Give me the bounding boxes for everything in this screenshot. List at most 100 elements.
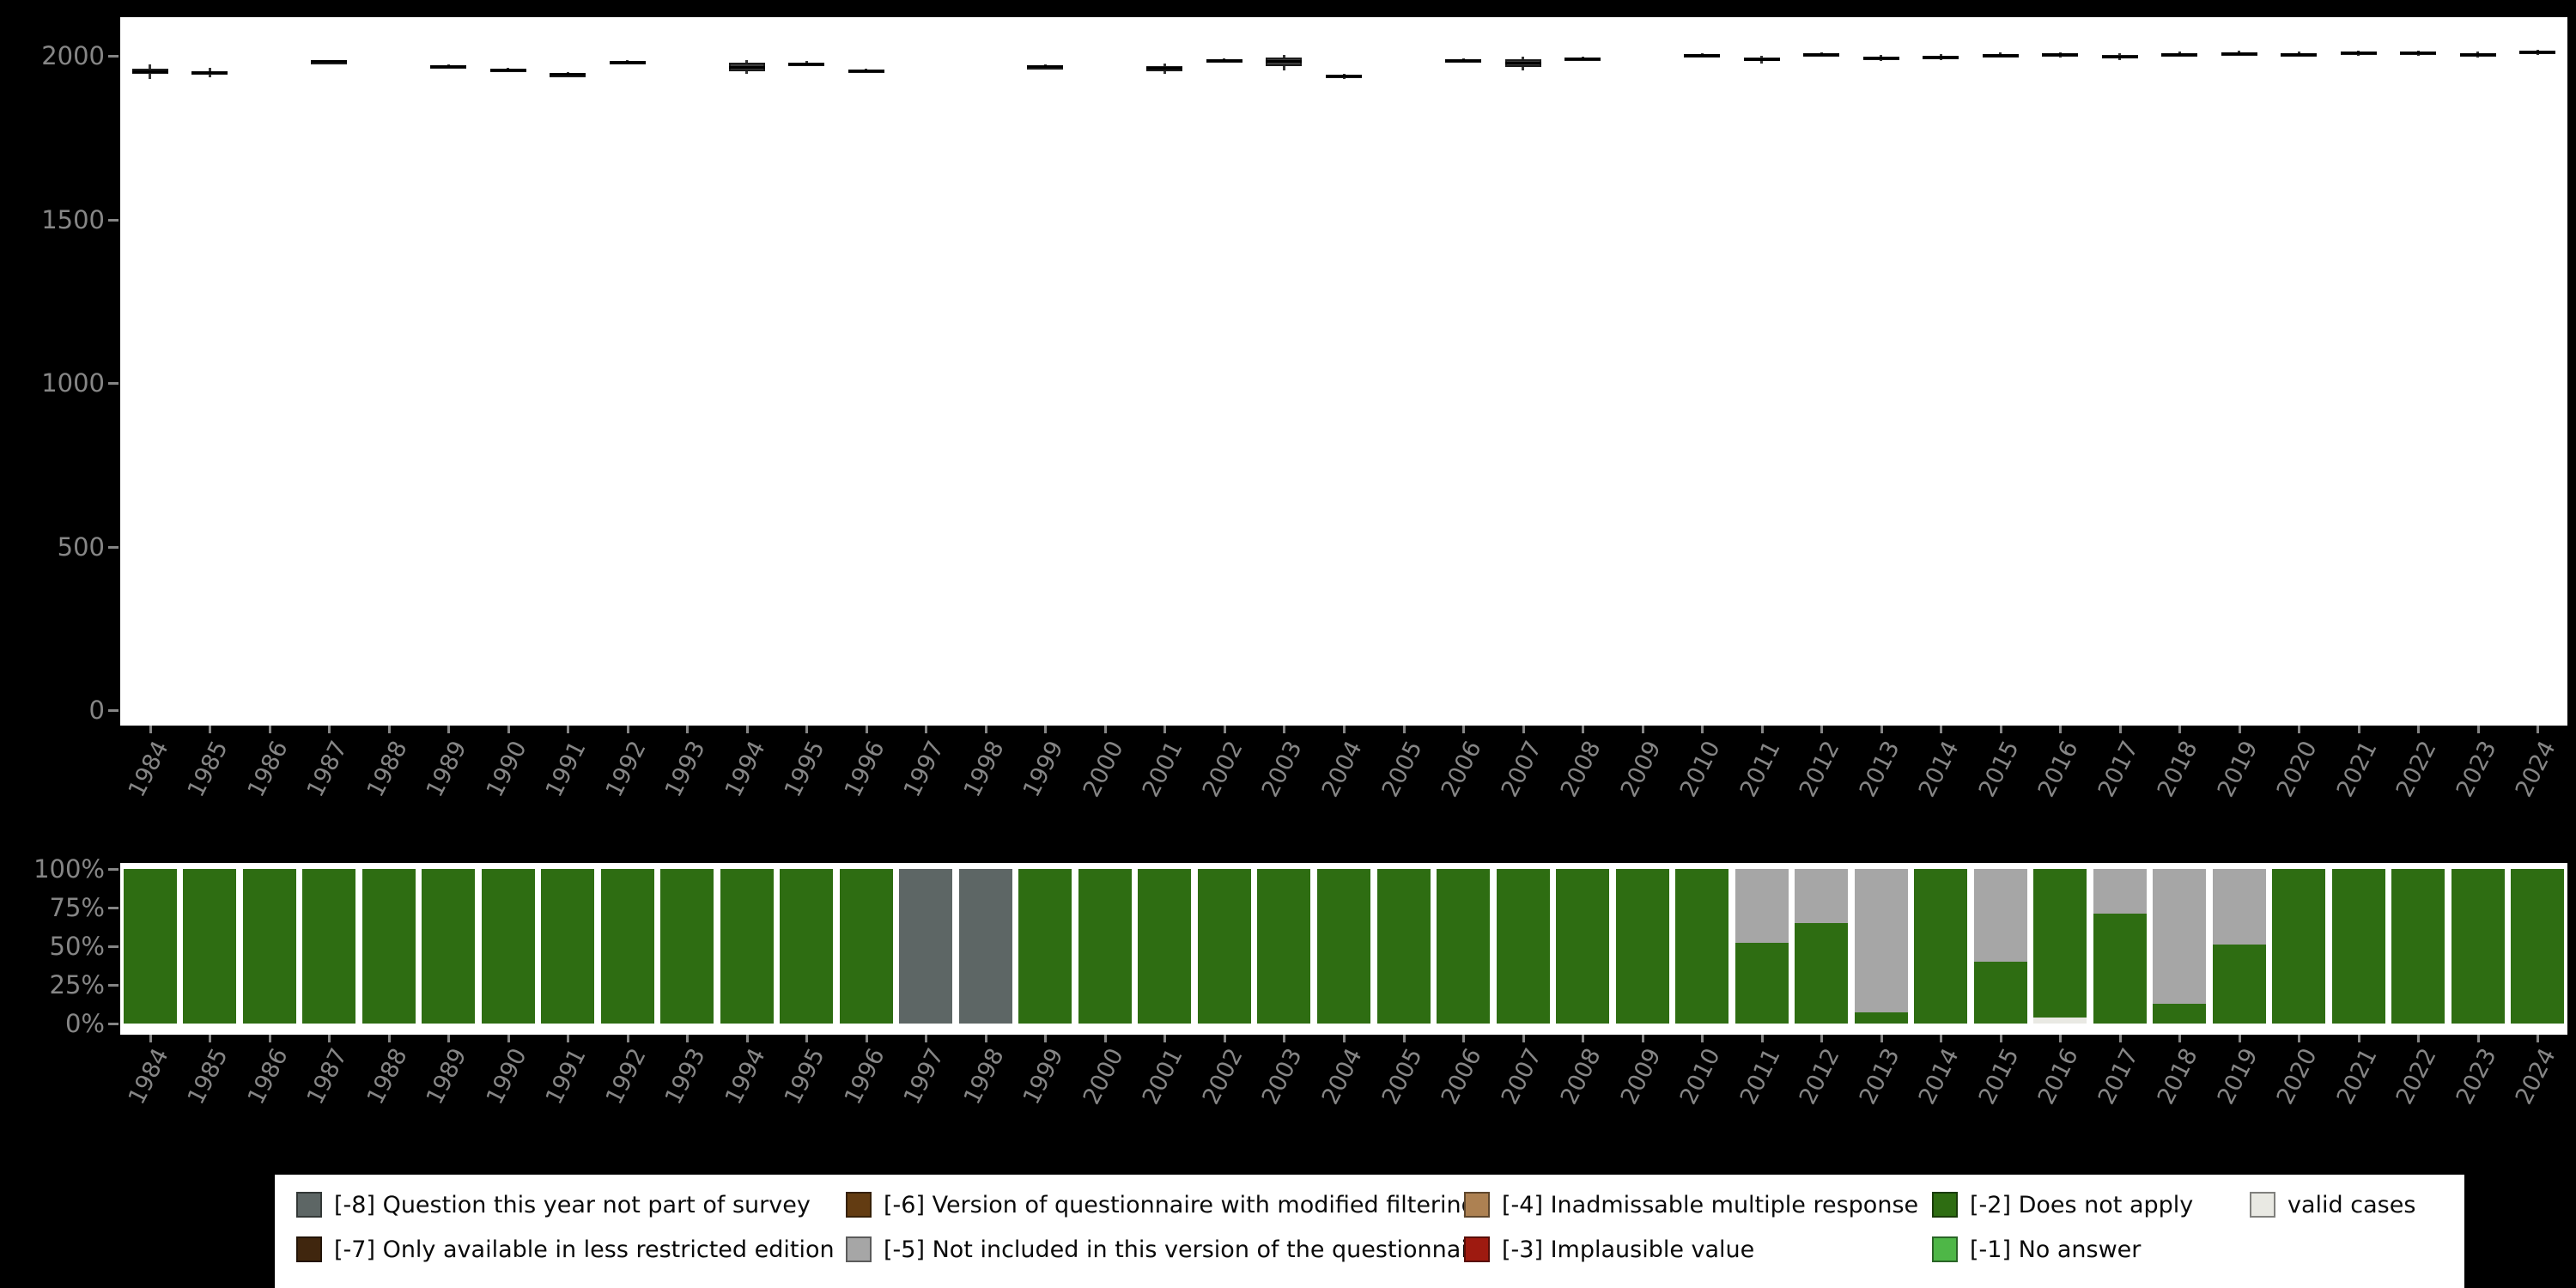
x-axis-tick	[984, 1035, 987, 1042]
x-axis-year-label: 1998	[958, 737, 1010, 802]
x-axis-year-label: 1997	[899, 737, 951, 802]
x-axis-tick	[1582, 1035, 1585, 1042]
boxplot-median	[788, 62, 825, 65]
legend-swatch-m2	[1932, 1192, 1958, 1218]
boxplot-median	[1923, 56, 1959, 59]
x-axis-tick	[149, 726, 152, 733]
x-axis-year-label: 1990	[481, 737, 532, 802]
x-axis-tick	[865, 726, 868, 733]
bar-segment-m2	[1795, 923, 1849, 1024]
x-axis-tick	[2238, 1035, 2241, 1042]
x-axis-tick	[2238, 726, 2241, 733]
x-axis-year-label: 1985	[183, 737, 234, 802]
bar-segment-valid	[2033, 1017, 2087, 1024]
bar-segment-m2	[2272, 869, 2326, 1024]
x-axis-tick	[984, 726, 987, 733]
boxplot-median	[2101, 55, 2138, 58]
x-axis-tick	[1402, 726, 1406, 733]
x-axis-tick	[507, 726, 510, 733]
x-axis-tick	[805, 1035, 809, 1042]
bar-segment-m2	[2511, 869, 2565, 1024]
x-axis-year-label: 1994	[720, 737, 771, 802]
bar-segment-m2	[481, 869, 535, 1024]
bar-segment-m2	[1615, 869, 1669, 1024]
x-axis-tick	[1820, 726, 1824, 733]
x-axis-year-label: 2001	[1138, 737, 1189, 802]
boxplot-median	[2042, 53, 2079, 57]
x-axis-year-label: 2010	[1674, 1044, 1726, 1109]
x-axis-year-label: 2005	[1376, 737, 1428, 802]
x-axis-year-label: 1992	[600, 1044, 652, 1109]
bar-segment-m2	[780, 869, 834, 1024]
legend-item-valid: valid cases	[2250, 1190, 2415, 1219]
x-axis-year-label: 1994	[720, 1044, 771, 1109]
x-axis-tick	[2357, 1035, 2360, 1042]
bar-segment-m5	[2153, 869, 2207, 1004]
x-axis-year-label: 2014	[1913, 737, 1965, 802]
x-axis-year-label: 2017	[2093, 1044, 2144, 1109]
x-axis-tick	[1641, 1035, 1644, 1042]
x-axis-tick	[1283, 726, 1286, 733]
boxplot-median	[1803, 52, 1840, 56]
legend-item-m5: [-5] Not included in this version of the…	[846, 1235, 1491, 1264]
x-axis-year-label: 1989	[422, 1044, 472, 1109]
x-axis-year-label: 2022	[2391, 737, 2442, 802]
x-axis-tick	[328, 726, 331, 733]
x-axis-tick	[745, 726, 749, 733]
y-axis-tick	[108, 545, 118, 549]
bar-segment-m2	[1556, 869, 1610, 1024]
x-axis-tick	[1940, 1035, 1943, 1042]
boxplot-median	[1504, 62, 1541, 65]
legend: [-8] Question this year not part of surv…	[275, 1175, 2464, 1288]
legend-item-m2: [-2] Does not apply	[1932, 1190, 2193, 1219]
x-axis-year-label: 1999	[1018, 1044, 1070, 1109]
x-axis-tick	[1582, 726, 1585, 733]
x-axis-year-label: 2016	[2032, 1044, 2084, 1109]
x-axis-year-label: 2013	[1854, 737, 1905, 802]
x-axis-tick	[387, 1035, 391, 1042]
legend-label-m8: [-8] Question this year not part of surv…	[334, 1191, 811, 1218]
x-axis-tick	[2178, 726, 2182, 733]
percent-axis-label: 100%	[33, 854, 105, 884]
x-axis-year-label: 1995	[780, 737, 830, 802]
percent-axis-label: 25%	[49, 970, 105, 999]
bar-segment-m2	[2153, 1003, 2207, 1024]
bar-segment-m5	[1795, 869, 1849, 923]
boxplot-median	[728, 66, 765, 70]
legend-swatch-m5	[846, 1236, 872, 1262]
x-axis-year-label: 2007	[1496, 737, 1547, 802]
y-axis-tick	[108, 218, 118, 222]
x-axis-year-label: 1990	[481, 1044, 532, 1109]
percent-axis-label: 50%	[49, 932, 105, 961]
legend-label-m1: [-1] No answer	[1970, 1236, 2142, 1263]
bar-segment-m2	[600, 869, 654, 1024]
x-axis-tick	[1820, 1035, 1824, 1042]
bar-segment-m2	[1257, 869, 1311, 1024]
bar-segment-m2	[1496, 869, 1550, 1024]
legend-swatch-m1	[1932, 1236, 1958, 1262]
x-axis-year-label: 2014	[1913, 1044, 1965, 1109]
x-axis-tick	[1163, 726, 1167, 733]
x-axis-year-label: 2012	[1794, 1044, 1845, 1109]
bar-segment-m2	[361, 869, 416, 1024]
legend-label-m6: [-6] Version of questionnaire with modif…	[884, 1191, 1476, 1218]
bar-segment-m2	[1317, 869, 1370, 1024]
x-axis-tick	[1462, 726, 1466, 733]
x-axis-tick	[925, 726, 928, 733]
bar-segment-m2	[1675, 869, 1729, 1024]
bar-segment-m2	[183, 869, 237, 1024]
x-axis-year-label: 2004	[1316, 737, 1368, 802]
bar-segment-m2	[839, 869, 893, 1024]
boxplot-median	[1564, 57, 1601, 60]
boxplot-median	[2459, 52, 2496, 56]
x-axis-tick	[1760, 726, 1764, 733]
boxplot-median	[2221, 52, 2257, 55]
x-axis-tick	[1223, 1035, 1226, 1042]
x-axis-year-label: 2004	[1316, 1044, 1368, 1109]
boxplot-median	[1445, 58, 1482, 62]
x-axis-year-label: 1993	[660, 737, 711, 802]
x-axis-tick	[149, 1035, 152, 1042]
bar-segment-m2	[242, 869, 296, 1024]
x-axis-tick	[1343, 1035, 1346, 1042]
